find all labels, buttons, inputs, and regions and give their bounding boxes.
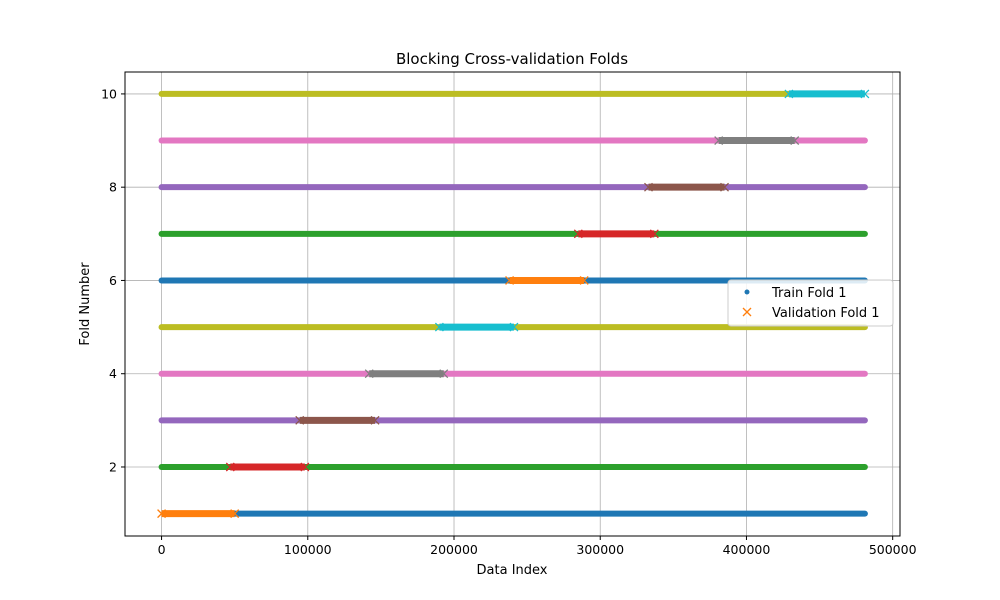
y-tick-label: 8	[109, 180, 117, 195]
legend: Train Fold 1 Validation Fold 1	[727, 279, 894, 327]
validation-endpoint-fold-1	[230, 509, 240, 519]
x-tick-label: 0	[158, 542, 166, 557]
legend-train-marker	[744, 289, 750, 295]
validation-x-stroke	[790, 136, 800, 146]
validation-x-stroke	[295, 415, 305, 425]
validation-endpoint-fold-4	[364, 369, 374, 379]
validation-x-stroke	[157, 509, 167, 519]
plot-frame	[124, 71, 901, 537]
validation-x-stroke	[370, 415, 380, 425]
validation-endpoint-fold-7	[649, 229, 659, 239]
x-tick-label: 100000	[284, 542, 332, 557]
validation-x-stroke	[439, 369, 449, 379]
validation-x-stroke	[649, 229, 659, 239]
validation-endpoint-fold-5	[434, 322, 444, 332]
validation-x-stroke	[364, 369, 374, 379]
legend-train-label: Train Fold 1	[771, 286, 847, 301]
validation-endpoint-fold-7	[573, 229, 583, 239]
validation-x-stroke	[573, 229, 583, 239]
y-tick-label: 2	[109, 459, 117, 474]
legend-validation-marker	[742, 307, 752, 317]
validation-endpoint-fold-9	[714, 136, 724, 146]
y-tick-label: 4	[109, 366, 117, 381]
validation-x-stroke	[434, 322, 444, 332]
validation-endpoint-fold-6	[505, 275, 515, 285]
validation-x-stroke	[720, 182, 729, 192]
validation-endpoint-fold-1	[157, 509, 167, 519]
y-tick-label: 10	[101, 86, 117, 101]
x-tick-label: 300000	[576, 542, 624, 557]
validation-endpoint-fold-4	[439, 369, 449, 379]
validation-x-stroke	[784, 89, 794, 99]
validation-endpoint-fold-2	[225, 462, 235, 472]
validation-endpoint-fold-3	[370, 415, 380, 425]
validation-x-stroke	[225, 462, 235, 472]
x-axis-label: Data Index	[477, 563, 548, 578]
x-tick-label: 200000	[430, 542, 478, 557]
legend-validation-label: Validation Fold 1	[772, 306, 880, 321]
y-tick-label: 6	[109, 273, 117, 288]
validation-x-stroke	[230, 509, 240, 519]
validation-endpoint-fold-2	[300, 462, 310, 472]
validation-endpoint-fold-9	[790, 136, 800, 146]
validation-x-stroke	[505, 275, 515, 285]
validation-endpoint-fold-6	[579, 275, 589, 285]
y-axis-label: Fold Number	[78, 262, 93, 346]
validation-endpoint-fold-5	[509, 322, 519, 332]
chart-title: Blocking Cross-validation Folds	[396, 50, 628, 68]
validation-x-stroke	[644, 182, 653, 192]
validation-endpoint-fold-8	[720, 182, 729, 192]
x-tick-label: 500000	[869, 542, 917, 557]
validation-x-stroke	[714, 136, 724, 146]
validation-x-stroke	[579, 275, 589, 285]
validation-endpoint-fold-10	[860, 89, 870, 99]
validation-x-stroke	[509, 322, 519, 332]
validation-endpoint-fold-10	[784, 89, 794, 99]
ticks: 0 100000 200000 300000 400000 500000 2 4 6 8 10	[101, 86, 917, 557]
validation-endpoint-fold-8	[644, 182, 653, 192]
validation-endpoint-fold-3	[295, 415, 305, 425]
validation-x-stroke	[300, 462, 310, 472]
validation-x-stroke	[860, 89, 870, 99]
legend-box	[727, 279, 894, 327]
x-tick-label: 400000	[723, 542, 771, 557]
